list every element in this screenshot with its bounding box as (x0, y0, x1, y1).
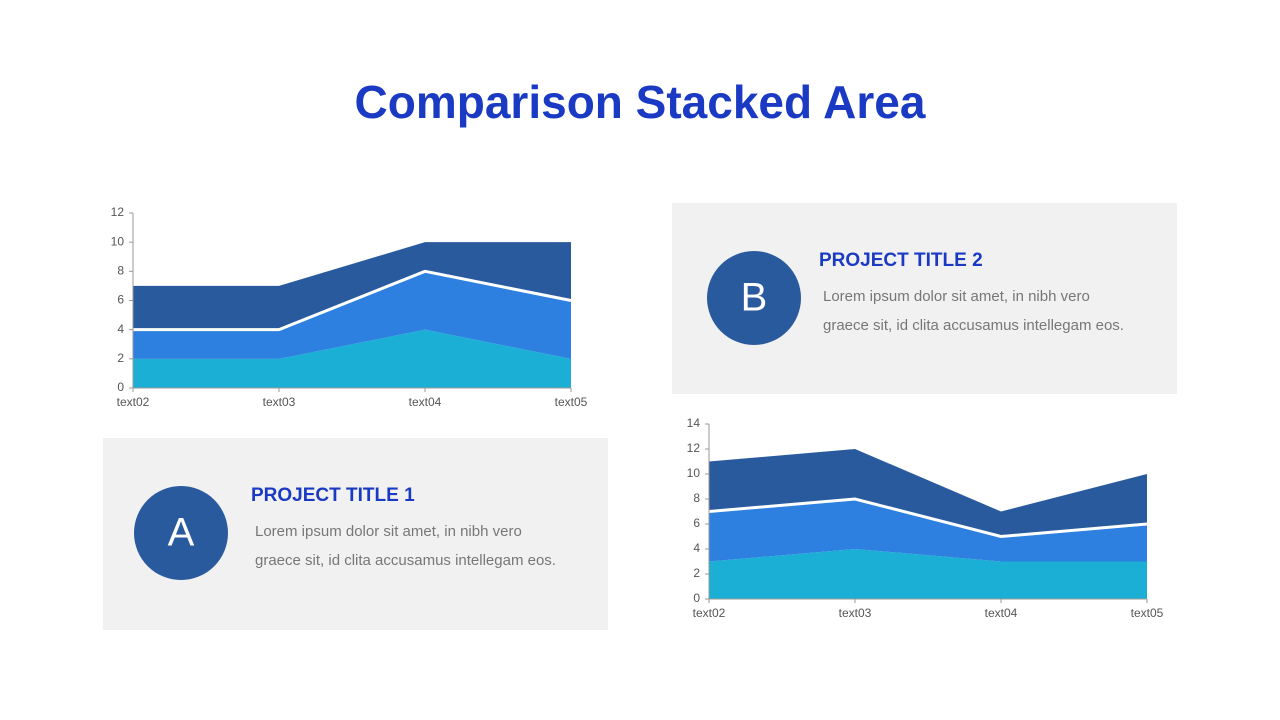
x-tick-label: text05 (1131, 606, 1164, 620)
card-title: PROJECT TITLE 2 (819, 250, 983, 271)
y-tick-label: 0 (693, 591, 700, 605)
y-tick-label: 2 (693, 566, 700, 580)
x-tick-label: text04 (985, 606, 1018, 620)
card-title: PROJECT TITLE 1 (251, 485, 415, 506)
y-tick-label: 10 (111, 234, 125, 248)
card-text: graece sit, id clita accusamus intellega… (255, 552, 556, 569)
x-tick-label: text03 (263, 395, 296, 409)
y-tick-label: 12 (687, 441, 701, 455)
y-tick-label: 6 (117, 293, 124, 307)
area (709, 499, 1147, 562)
x-tick-label: text02 (693, 606, 726, 620)
separator-line (133, 269, 572, 332)
x-tick-label: text03 (839, 606, 872, 620)
y-tick-label: 4 (693, 541, 700, 555)
x-tick-label: text04 (409, 395, 442, 409)
card-letter: B (741, 276, 768, 320)
y-tick-label: 2 (117, 351, 124, 365)
y-tick-label: 12 (111, 205, 125, 219)
card-circle (134, 486, 228, 580)
x-tick-label: text05 (555, 395, 588, 409)
area (133, 271, 571, 359)
x-tick-label: text02 (117, 395, 150, 409)
slide-title: Comparison Stacked Area (355, 76, 926, 128)
y-tick-label: 10 (687, 466, 701, 480)
area (133, 329, 571, 388)
y-tick-label: 14 (687, 416, 701, 430)
card-text: graece sit, id clita accusamus intellega… (823, 317, 1124, 334)
separator-line (708, 497, 1148, 539)
y-tick-label: 6 (693, 516, 700, 530)
area (709, 449, 1147, 537)
card-text: Lorem ipsum dolor sit amet, in nibh vero (255, 523, 522, 540)
y-tick-label: 4 (117, 322, 124, 336)
card-letter: A (168, 511, 195, 555)
y-tick-label: 8 (693, 491, 700, 505)
card-circle (707, 251, 801, 345)
y-tick-label: 8 (117, 264, 124, 278)
card-text: Lorem ipsum dolor sit amet, in nibh vero (823, 288, 1090, 305)
area (133, 242, 571, 330)
y-tick-label: 0 (117, 380, 124, 394)
